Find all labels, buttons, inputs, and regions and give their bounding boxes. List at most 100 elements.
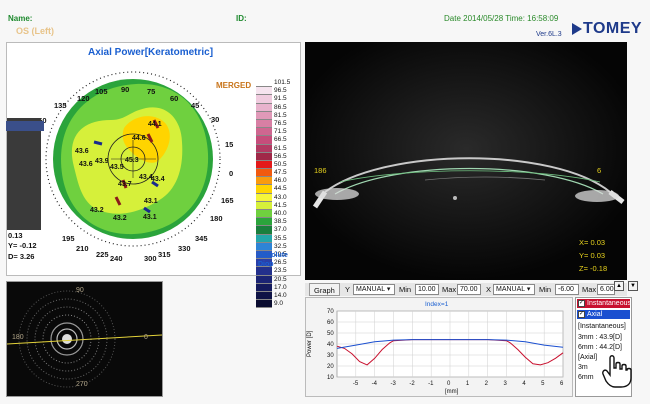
- angle-label: 45: [191, 101, 200, 110]
- lens-surface: [424, 176, 546, 181]
- oct-image[interactable]: [305, 42, 627, 280]
- axial-checkbox[interactable]: ✓: [578, 311, 585, 318]
- scale-unit-line1: Absolute: [258, 252, 288, 259]
- angle-label: 225: [96, 250, 109, 259]
- oct-scan: [305, 42, 627, 280]
- y-tick-label: 50: [327, 331, 334, 337]
- oct-y-readout: Y= 0.03: [579, 251, 606, 260]
- angle-label: 315: [158, 250, 171, 259]
- legend-instantaneous-label: Instantaneous: [587, 300, 631, 307]
- x-max-input[interactable]: 6.00: [597, 284, 615, 295]
- version-label: Ver.6L.3: [536, 31, 562, 38]
- scale-value: 96.5: [274, 87, 287, 95]
- placido-right-label: 0: [144, 334, 148, 341]
- scale-step: 76.5: [256, 119, 300, 129]
- scale-step: 46.0: [256, 177, 300, 186]
- oct-x-readout: X= 0.03: [579, 238, 606, 247]
- scale-step: 44.5: [256, 185, 300, 194]
- instantaneous-checkbox[interactable]: ✓: [578, 300, 585, 307]
- scale-step: 91.5: [256, 95, 300, 104]
- info-axial-header: [Axial]: [578, 354, 598, 361]
- y-mode-select[interactable]: MANUAL ▾: [353, 284, 395, 295]
- axial-power-map[interactable]: 44.1 44.6 43.6 43.9 43.6 43.5 45.3 43.4 …: [6, 42, 306, 278]
- map-6mm-circle: [107, 133, 159, 185]
- stat-d-value: D= 3.26: [8, 252, 35, 261]
- scale-value: 44.5: [274, 185, 287, 193]
- scale-swatch: [256, 95, 272, 104]
- x-tick-label: 0: [447, 381, 451, 387]
- scale-swatch: [256, 111, 272, 120]
- scale-value: 17.0: [274, 283, 287, 291]
- scale-step: 37.0: [256, 226, 300, 235]
- map-reading: 44.6: [132, 135, 146, 142]
- scale-swatch: [256, 226, 272, 235]
- scale-value: 9.0: [274, 300, 284, 308]
- legend-instantaneous[interactable]: ✓ Instantaneous: [577, 299, 631, 308]
- scroll-down-icon[interactable]: ▼: [628, 281, 638, 291]
- x-tick-label: 5: [541, 381, 545, 387]
- placido-left-label: 180: [12, 334, 24, 341]
- x-mode-select[interactable]: MANUAL ▾: [493, 284, 535, 295]
- angle-label: 180: [210, 214, 223, 223]
- scale-step: 29.5: [256, 250, 300, 260]
- power-profile-chart[interactable]: 70 60 50 40 30 20 10 -5 -4 -3 -2 -1 0 1 2 3 4 5 6 Power [D…: [305, 297, 573, 397]
- stats-column: [7, 118, 41, 230]
- placido-image[interactable]: [6, 281, 163, 397]
- legend-axial[interactable]: ✓ Axial: [577, 310, 630, 319]
- scale-step: 101.5: [256, 79, 300, 88]
- map-reading: 43.6: [75, 148, 89, 155]
- date-time: Date 2014/05/28 Time: 16:58:09: [444, 14, 559, 23]
- angle-label: 330: [178, 244, 191, 253]
- steep-meridian-marks: [114, 119, 160, 206]
- y-mode-value: MANUAL: [356, 286, 385, 293]
- info-inst-6mm: 6mm : 44.2[D]: [578, 344, 622, 351]
- x-max-label: Max: [582, 285, 597, 294]
- scale-value: 56.5: [274, 152, 287, 160]
- x-min-label: Min: [539, 285, 552, 294]
- scale-step: 32.5: [256, 242, 300, 251]
- map-reading: 43.1: [143, 214, 157, 221]
- x-tick-label: 6: [560, 381, 564, 387]
- stats-column-header: [6, 121, 44, 131]
- scale-swatch: [256, 267, 272, 276]
- scroll-up-icon[interactable]: ▲: [614, 281, 624, 291]
- scale-swatch: [256, 234, 272, 243]
- x-tick-label: -3: [391, 381, 397, 387]
- x-tick-label: -2: [409, 381, 415, 387]
- scale-swatch: [256, 210, 272, 219]
- angle-right: [575, 190, 619, 202]
- angle-label: 195: [62, 234, 75, 243]
- y-min-label: Min: [399, 285, 412, 294]
- scale-value: 20.5: [274, 275, 287, 283]
- y-min-input[interactable]: 10.00: [415, 284, 439, 295]
- flat-meridian-marks: [93, 140, 159, 214]
- graph-button[interactable]: Graph: [309, 283, 340, 296]
- id-label: ID:: [236, 14, 247, 23]
- map-reading: 43.1: [144, 198, 158, 205]
- legend-axial-label: Axial: [587, 311, 603, 318]
- scale-value: 40.0: [274, 210, 287, 217]
- x-min-input[interactable]: -6.00: [555, 284, 579, 295]
- scale-swatch: [256, 136, 272, 145]
- angle-label: 300: [144, 254, 157, 263]
- scale-swatch: [256, 193, 272, 202]
- angle-label: 0: [229, 169, 234, 178]
- scale-swatch: [256, 169, 272, 178]
- scale-step: 23.5: [256, 267, 300, 276]
- scale-value: 86.5: [274, 103, 287, 111]
- scale-step: 35.5: [256, 234, 300, 243]
- map-reading: 43.4: [151, 176, 165, 183]
- y-max-label: Max: [442, 285, 457, 294]
- y-max-input[interactable]: 70.00: [457, 284, 481, 295]
- map-reading: 43.5: [110, 164, 124, 171]
- color-scale: 101.5 96.5 91.5 86.5 81.5 76.5 71.5 66.5 61.5 56.…: [256, 79, 300, 309]
- y-tick-label: 10: [327, 375, 334, 381]
- scale-swatch: [256, 250, 272, 260]
- scale-swatch: [256, 218, 272, 227]
- placido-rings: [6, 290, 163, 388]
- scale-swatch: [256, 79, 272, 88]
- scale-step: 50.5: [256, 160, 300, 170]
- scale-step: 41.5: [256, 201, 300, 210]
- scale-value: 61.5: [274, 144, 287, 152]
